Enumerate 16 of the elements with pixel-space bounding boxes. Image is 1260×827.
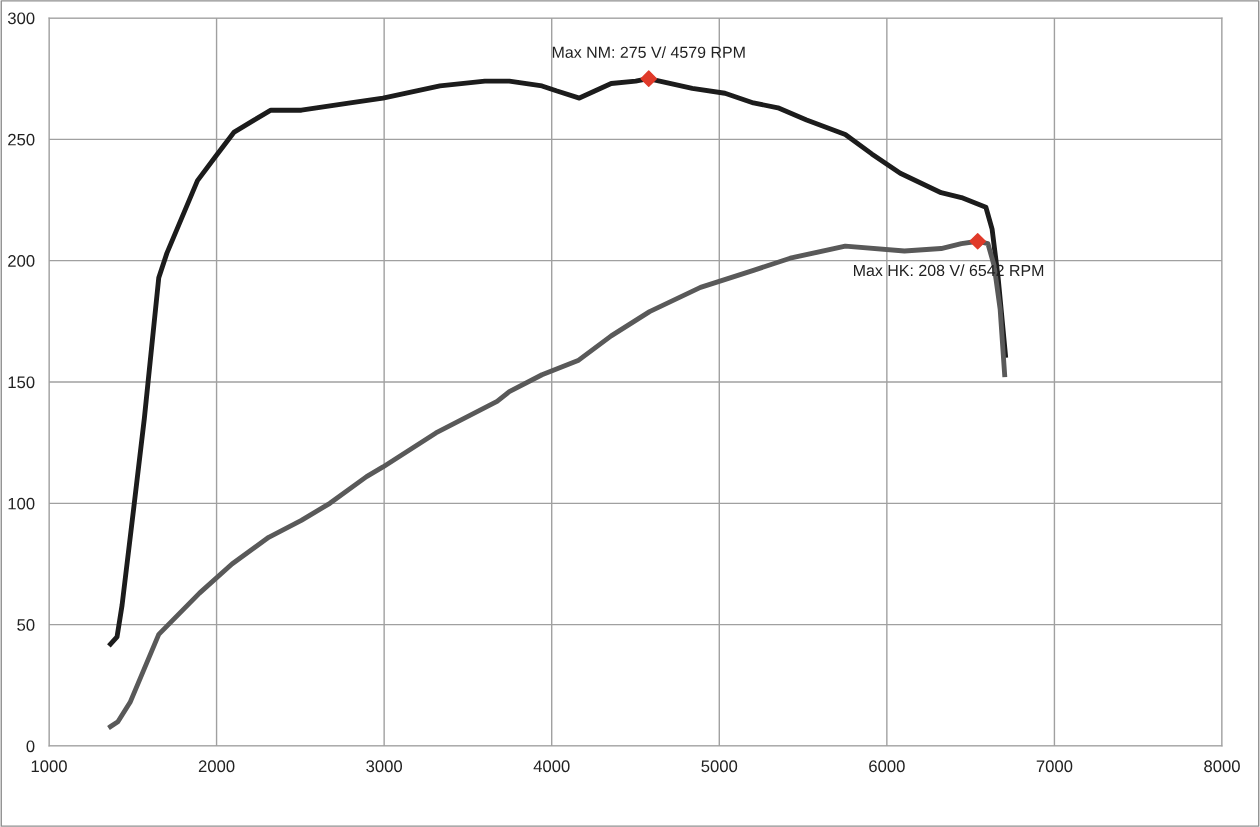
x-tick-label: 5000: [701, 760, 738, 773]
x-tick-label: 2000: [198, 760, 235, 773]
x-tick-label: 8000: [1204, 760, 1240, 773]
y-tick-label: 50: [17, 619, 35, 631]
y-tick-label: 200: [8, 255, 35, 267]
y-tick-label: 150: [8, 376, 35, 389]
y-tick-label: 250: [8, 133, 35, 146]
annotation: Max NM: 275 V/ 4579 RPM: [552, 46, 745, 58]
x-tick-label: 4000: [533, 760, 570, 773]
y-tick-label: 0: [26, 740, 35, 753]
x-tick-label: 3000: [366, 760, 403, 773]
x-tick-label: 1000: [31, 760, 67, 773]
y-tick-label: 100: [8, 497, 35, 510]
x-tick-label: 7000: [1036, 760, 1073, 773]
y-tick-label: 300: [7, 12, 35, 25]
x-tick-label: 6000: [869, 760, 905, 773]
